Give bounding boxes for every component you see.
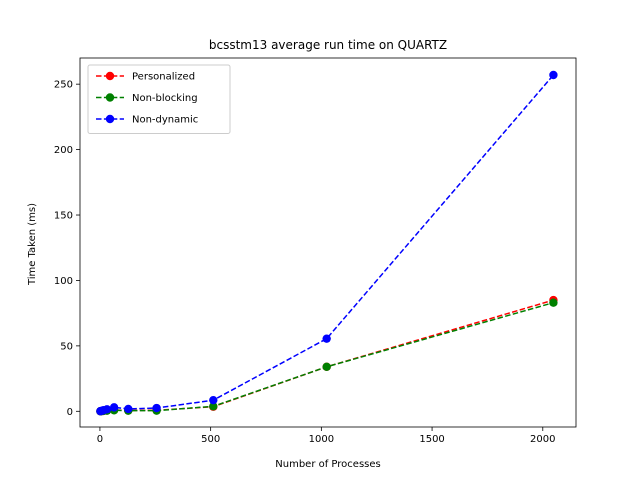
y-axis-title: Time Taken (ms) <box>27 203 38 286</box>
data-point <box>124 404 133 414</box>
data-point <box>549 70 558 80</box>
axes-frame <box>79 57 577 428</box>
x-axis-title: Number of Processes <box>275 459 380 470</box>
x-tick-label: 0 <box>97 434 103 445</box>
x-tick-label: 500 <box>201 434 220 445</box>
y-tick-label: 150 <box>54 211 73 222</box>
y-tick-label: 100 <box>54 276 73 287</box>
data-point <box>109 403 119 412</box>
y-tick-label: 200 <box>54 145 73 156</box>
legend: Personalized Non-blocking Non-dynamic <box>87 64 231 134</box>
series-non-dynamic <box>96 70 558 416</box>
plot-area <box>96 70 558 416</box>
y-tick-label: 0 <box>67 407 73 418</box>
y-tick-label: 50 <box>60 341 73 352</box>
series-personalized <box>96 295 558 416</box>
data-point <box>322 362 331 372</box>
y-tick-label: 250 <box>54 80 73 91</box>
legend-item: Non-dynamic <box>96 115 198 126</box>
legend-box <box>87 64 231 134</box>
legend-label: Non-dynamic <box>132 115 198 126</box>
data-point <box>102 405 112 414</box>
data-point <box>209 395 218 405</box>
legend-label: Personalized <box>132 72 195 83</box>
legend-marker <box>105 93 115 102</box>
data-point <box>322 334 331 343</box>
axis-ticks: 0 500 1000 1500 2000 0 50 100 150 200 250 <box>54 80 556 445</box>
data-point <box>549 298 558 307</box>
legend-item: Non-blocking <box>96 93 198 104</box>
x-tick-label: 2000 <box>530 434 555 445</box>
chart-title: bcsstm13 average run time on QUARTZ <box>209 38 447 52</box>
series-non-blocking <box>96 298 558 416</box>
x-tick-label: 1500 <box>419 434 444 445</box>
x-tick-label: 1000 <box>309 434 334 445</box>
data-point <box>209 402 218 411</box>
legend-item: Personalized <box>96 72 195 83</box>
legend-marker <box>105 71 115 81</box>
data-point <box>152 403 161 413</box>
series-line <box>100 301 554 412</box>
legend-label: Non-blocking <box>132 93 198 104</box>
legend-marker <box>105 114 115 124</box>
series-line <box>100 299 554 412</box>
